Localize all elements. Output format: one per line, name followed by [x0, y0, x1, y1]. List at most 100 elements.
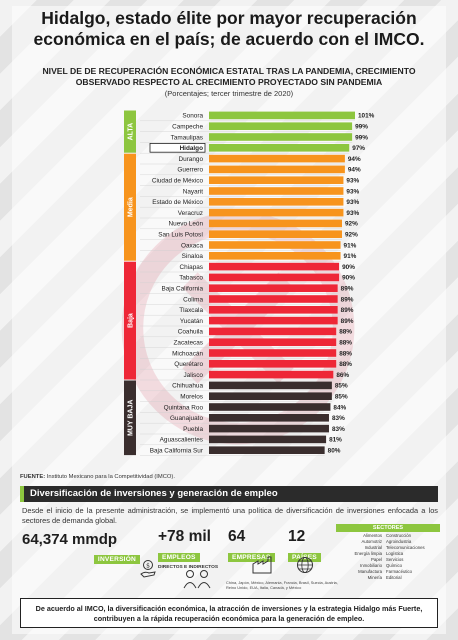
bar — [209, 252, 341, 260]
category-label: Tamaulipas — [171, 134, 203, 141]
category-label: Tlaxcala — [179, 307, 203, 314]
svg-text:$: $ — [146, 563, 150, 570]
bar — [209, 295, 338, 303]
category-label: Guerrero — [177, 167, 203, 174]
jobs-label: EMPLEOS — [158, 553, 200, 562]
sectors-box: SECTORES Alimentos Construcción Automotriz… — [336, 524, 440, 581]
section-intro: Desde el inicio de la presente administr… — [22, 506, 438, 525]
value-label: 89% — [341, 296, 354, 303]
category-label: Aguascalientes — [160, 437, 203, 444]
bar — [209, 111, 355, 120]
bar — [209, 392, 332, 400]
category-label: Puebla — [183, 426, 203, 433]
category-label: Querétaro — [174, 361, 203, 368]
category-label: Chihuahua — [172, 383, 203, 390]
chart-subtitle: (Porcentajes; tercer trimestre de 2020) — [164, 89, 294, 98]
metric-companies: 64 EMPRESAS — [228, 528, 275, 564]
category-label: Zacatecas — [174, 340, 203, 347]
category-label: Veracruz — [178, 210, 203, 217]
highlight-box — [149, 142, 206, 153]
group-label: MUY BAJA — [128, 400, 135, 436]
value-label: 83% — [332, 426, 345, 433]
value-label: 83% — [332, 415, 345, 422]
bar — [209, 198, 344, 206]
group-band — [124, 261, 136, 380]
sector-name: Papel — [371, 557, 382, 562]
category-label: Coahuila — [178, 329, 204, 336]
bar — [209, 424, 329, 433]
value-label: 88% — [339, 340, 352, 347]
globe-icon — [297, 557, 313, 573]
value-label: 89% — [341, 286, 354, 293]
sectors-list: Alimentos Construcción Automotriz Agroindus… — [336, 533, 440, 581]
bar — [209, 338, 337, 346]
bar — [209, 154, 345, 163]
jobs-sub: DIRECTOS E INDIRECTOS — [158, 565, 219, 570]
bar — [209, 349, 337, 357]
category-label: Hidalgo — [180, 145, 204, 152]
value-label: 94% — [348, 167, 361, 174]
sector-row: Manufactura Farmacéutico — [336, 569, 440, 575]
group-band — [124, 153, 136, 261]
bar — [209, 381, 332, 390]
chart-title-line-2: OBSERVADO RESPECTO AL CRECIMIENTO PROYEC… — [75, 77, 383, 87]
bar — [209, 316, 338, 325]
sector-row: Industrial Telecomunicaciones — [336, 545, 440, 551]
bar — [209, 187, 344, 195]
value-label: 89% — [341, 307, 354, 314]
section-accent — [20, 486, 24, 502]
category-label: Jalisco — [183, 372, 203, 379]
value-label: 93% — [346, 210, 359, 217]
factory-icon — [252, 556, 272, 574]
value-label: 99% — [355, 134, 368, 141]
sector-name: Construcción — [386, 533, 412, 538]
chart-title-line-1: NIVEL DE DE RECUPERACIÓN ECONÓMICA ESTAT… — [42, 66, 416, 76]
value-label: 85% — [335, 394, 348, 401]
conclusion-line-1: De acuerdo al IMCO, la diversificación e… — [35, 604, 423, 613]
metric-jobs: +78 mil EMPLEOS DIRECTOS E INDIRECTOS — [158, 528, 218, 570]
category-label: Tabasco — [179, 275, 203, 282]
investment-label: INVERSIÓN — [93, 555, 140, 564]
value-label: 85% — [335, 383, 348, 390]
section-header: Diversificación de inversiones y generac… — [20, 486, 438, 502]
sector-name: Automotriz — [361, 539, 382, 544]
bar — [209, 208, 344, 217]
bar — [209, 306, 338, 314]
category-label: San Luis Potosí — [158, 232, 203, 239]
bar — [209, 176, 344, 184]
bar — [209, 446, 325, 454]
value-label: 94% — [348, 156, 361, 163]
category-label: Guanajuato — [170, 415, 203, 422]
sector-name: Alimentos — [363, 533, 382, 538]
bar — [209, 230, 342, 238]
value-label: 99% — [355, 124, 368, 131]
category-label: Sonora — [182, 113, 203, 120]
value-label: 90% — [342, 275, 355, 282]
section-title: Diversificación de inversiones y generac… — [30, 488, 278, 499]
category-label: Quintana Roo — [164, 404, 204, 411]
sector-name: Energía limpia — [354, 551, 382, 556]
category-label: Morelos — [180, 394, 203, 401]
value-label: 92% — [345, 221, 358, 228]
sector-row: Automotriz Agroindustria — [336, 539, 440, 545]
bar — [209, 241, 341, 249]
value-label: 88% — [339, 329, 352, 336]
value-label: 101% — [358, 113, 375, 120]
group-band — [124, 380, 136, 456]
category-label: Chiapas — [180, 264, 203, 271]
value-label: 91% — [344, 253, 357, 260]
metric-investment: 64,374 mmdp INVERSIÓN — [22, 531, 140, 566]
value-label: 86% — [336, 372, 349, 379]
chart-title: NIVEL DE DE RECUPERACIÓN ECONÓMICA ESTAT… — [0, 66, 458, 88]
value-label: 91% — [344, 242, 357, 249]
hand-money-icon: $ — [140, 560, 156, 578]
bar — [209, 284, 338, 292]
source-label: FUENTE: — [20, 474, 46, 480]
category-label: Sinaloa — [182, 253, 204, 260]
value-label: 92% — [345, 232, 358, 239]
value-label: 84% — [333, 404, 346, 411]
value-label: 93% — [346, 188, 359, 195]
value-label: 93% — [346, 199, 359, 206]
category-label: Durango — [178, 156, 203, 163]
